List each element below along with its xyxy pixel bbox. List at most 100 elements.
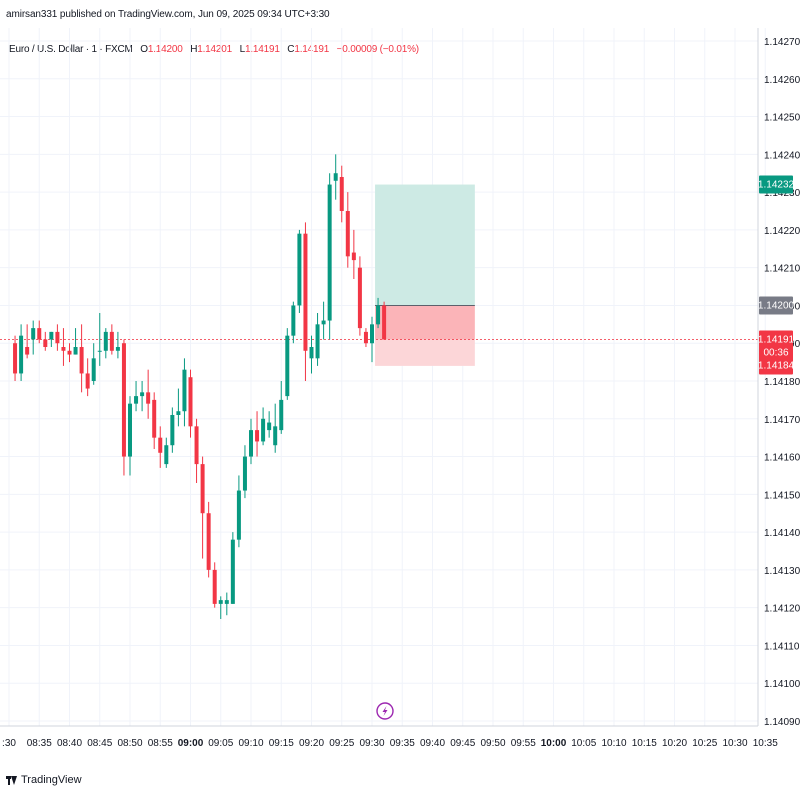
price-tick-label: 1.14270 bbox=[764, 37, 800, 48]
candle-body[interactable] bbox=[206, 513, 211, 570]
price-tick-label: 1.14250 bbox=[764, 113, 800, 124]
candle-body[interactable] bbox=[146, 392, 151, 404]
candle-body[interactable] bbox=[194, 426, 199, 465]
candle-body[interactable] bbox=[79, 347, 84, 374]
candle-body[interactable] bbox=[357, 267, 362, 329]
time-tick-label: 08:45 bbox=[87, 738, 112, 749]
low-label: L bbox=[239, 44, 246, 55]
candle-body[interactable] bbox=[37, 328, 42, 340]
price-tick-label: 1.14110 bbox=[764, 641, 800, 652]
candle-body[interactable] bbox=[43, 339, 48, 347]
candle-body[interactable] bbox=[164, 445, 169, 465]
candle-body[interactable] bbox=[67, 350, 72, 355]
candle-body[interactable] bbox=[297, 233, 302, 306]
candle-body[interactable] bbox=[91, 358, 96, 381]
candle-body[interactable] bbox=[279, 399, 284, 431]
candle-body[interactable] bbox=[121, 343, 126, 457]
candle-body[interactable] bbox=[128, 403, 132, 457]
time-tick-label: 09:00 bbox=[178, 738, 204, 749]
candle-body[interactable] bbox=[291, 305, 296, 336]
price-tick-label: 1.14120 bbox=[764, 604, 800, 615]
price-tick-label: 1.14160 bbox=[764, 453, 800, 464]
time-tick-label: 10:00 bbox=[541, 738, 567, 749]
candle-body[interactable] bbox=[370, 324, 374, 344]
candle-body[interactable] bbox=[170, 415, 175, 446]
candle-body[interactable] bbox=[73, 347, 78, 355]
candle-body[interactable] bbox=[103, 331, 108, 351]
price-tick-label: 1.14140 bbox=[764, 528, 800, 539]
time-tick-label: 09:15 bbox=[269, 738, 294, 749]
time-tick-label: 10:25 bbox=[692, 738, 717, 749]
tradingview-branding[interactable]: TradingView bbox=[6, 774, 82, 786]
candle-body[interactable] bbox=[19, 335, 24, 374]
time-tick-label: 09:20 bbox=[299, 738, 324, 749]
current-price-badge: 1.14191 bbox=[758, 334, 795, 345]
candle-body[interactable] bbox=[85, 373, 90, 389]
candle-body[interactable] bbox=[236, 490, 241, 540]
candle-body[interactable] bbox=[321, 320, 326, 325]
tradingview-logo-icon bbox=[6, 775, 18, 785]
candle-body[interactable] bbox=[152, 399, 157, 438]
time-tick-label: 10:15 bbox=[632, 738, 657, 749]
candle-body[interactable] bbox=[109, 331, 114, 351]
candle-body[interactable] bbox=[327, 184, 332, 321]
price-tick-label: 1.14170 bbox=[764, 415, 800, 426]
candle-body[interactable] bbox=[345, 211, 350, 257]
time-tick-label: 09:25 bbox=[329, 738, 354, 749]
candle-body[interactable] bbox=[309, 347, 314, 359]
high-value: 1.14201 bbox=[197, 44, 232, 55]
candle-body[interactable] bbox=[230, 539, 235, 604]
candle-body[interactable] bbox=[218, 600, 223, 604]
price-tick-label: 1.14210 bbox=[764, 264, 800, 275]
candle-body[interactable] bbox=[261, 418, 266, 442]
candle-body[interactable] bbox=[242, 456, 247, 491]
candle-body[interactable] bbox=[382, 305, 387, 340]
candle-body[interactable] bbox=[363, 331, 368, 344]
time-tick-label: 08:40 bbox=[57, 738, 82, 749]
candle-body[interactable] bbox=[224, 600, 229, 604]
candle-body[interactable] bbox=[333, 173, 338, 181]
candle-body[interactable] bbox=[134, 396, 139, 404]
candle-body[interactable] bbox=[303, 233, 308, 351]
stop-loss-active-zone[interactable] bbox=[375, 305, 475, 340]
candle-body[interactable] bbox=[255, 430, 260, 442]
target-price-badge-bg bbox=[759, 175, 793, 194]
target-price-badge: 1.14232 bbox=[758, 180, 795, 191]
candle-body[interactable] bbox=[200, 464, 205, 514]
candle-body[interactable] bbox=[212, 569, 217, 604]
symbol-label[interactable]: Euro / U.S. Dollar · 1 · FXCM bbox=[9, 44, 133, 55]
candle-body[interactable] bbox=[25, 347, 30, 355]
candle-body[interactable] bbox=[188, 377, 193, 427]
price-tick-label: 1.14090 bbox=[764, 717, 800, 728]
candle-body[interactable] bbox=[61, 347, 66, 351]
high-label: H bbox=[190, 44, 198, 55]
time-tick-label: 09:40 bbox=[420, 738, 445, 749]
candle-body[interactable] bbox=[31, 328, 36, 340]
candle-body[interactable] bbox=[55, 331, 60, 344]
candle-body[interactable] bbox=[176, 411, 181, 415]
candle-body[interactable] bbox=[182, 369, 187, 412]
candle-body[interactable] bbox=[115, 347, 120, 351]
candle-body[interactable] bbox=[249, 430, 253, 457]
candle-body[interactable] bbox=[339, 177, 344, 211]
candle-body[interactable] bbox=[267, 422, 272, 431]
entry-price-badge-bg bbox=[759, 296, 793, 315]
stop-loss-zone[interactable] bbox=[375, 339, 475, 366]
candle-body[interactable] bbox=[315, 324, 320, 359]
time-tick-label: 09:10 bbox=[238, 738, 263, 749]
time-tick-label: 08:35 bbox=[27, 738, 52, 749]
time-tick-label: 10:10 bbox=[601, 738, 626, 749]
take-profit-zone[interactable] bbox=[375, 184, 475, 306]
candle-body[interactable] bbox=[273, 426, 278, 446]
candle-body[interactable] bbox=[376, 305, 381, 325]
candle-body[interactable] bbox=[351, 252, 356, 261]
candle-body[interactable] bbox=[13, 343, 18, 374]
candle-body[interactable] bbox=[49, 331, 54, 340]
candle-body[interactable] bbox=[285, 335, 290, 397]
candle-body[interactable] bbox=[158, 437, 163, 453]
candle-body[interactable] bbox=[97, 350, 102, 352]
candle-body[interactable] bbox=[140, 392, 145, 397]
current-price-badge-bg bbox=[759, 330, 793, 375]
time-tick-label: 08:55 bbox=[148, 738, 173, 749]
